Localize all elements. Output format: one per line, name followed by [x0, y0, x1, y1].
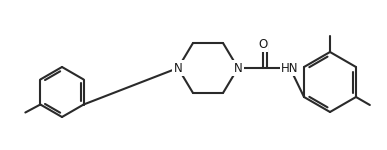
Text: N: N	[174, 61, 182, 75]
Text: HN: HN	[281, 61, 299, 75]
Text: N: N	[234, 61, 242, 75]
Text: O: O	[259, 38, 268, 51]
